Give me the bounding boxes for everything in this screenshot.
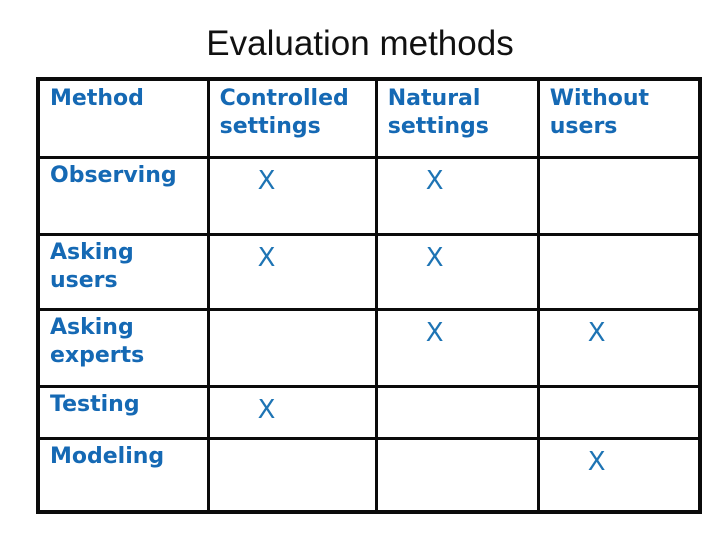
evaluation-methods-table: Method Controlled settings Natural setti… bbox=[36, 77, 703, 514]
row-label-testing: Testing bbox=[36, 384, 210, 440]
table-row-modeling: Modeling X bbox=[36, 436, 702, 514]
slide-title: Evaluation methods bbox=[206, 24, 514, 63]
mark-cell-testing-controlled: X bbox=[206, 384, 378, 440]
mark-cell-modeling-without-users: X bbox=[536, 436, 702, 514]
mark-cell-modeling-controlled bbox=[206, 436, 378, 514]
row-label-modeling: Modeling bbox=[36, 436, 210, 514]
table-row-testing: Testing X bbox=[36, 384, 702, 440]
table-header-row: Method Controlled settings Natural setti… bbox=[36, 77, 702, 159]
mark-cell-asking-experts-controlled bbox=[206, 307, 378, 388]
mark-cell-observing-natural: X bbox=[374, 155, 540, 236]
table-row-asking-experts: Asking experts X X bbox=[36, 307, 702, 388]
mark-cell-testing-without-users bbox=[536, 384, 702, 440]
column-header-natural-settings: Natural settings bbox=[374, 77, 540, 159]
column-header-method: Method bbox=[36, 77, 210, 159]
mark-cell-testing-natural bbox=[374, 384, 540, 440]
column-header-without-users: Without users bbox=[536, 77, 702, 159]
mark-cell-observing-without-users bbox=[536, 155, 702, 236]
row-label-asking-users: Asking users bbox=[36, 232, 210, 311]
mark-cell-asking-users-controlled: X bbox=[206, 232, 378, 311]
table-row-observing: Observing X X bbox=[36, 155, 702, 236]
mark-cell-asking-users-natural: X bbox=[374, 232, 540, 311]
mark-cell-asking-users-without-users bbox=[536, 232, 702, 311]
mark-cell-asking-experts-natural: X bbox=[374, 307, 540, 388]
row-label-observing: Observing bbox=[36, 155, 210, 236]
mark-cell-observing-controlled: X bbox=[206, 155, 378, 236]
table-row-asking-users: Asking users X X bbox=[36, 232, 702, 311]
column-header-controlled-settings: Controlled settings bbox=[206, 77, 378, 159]
mark-cell-modeling-natural bbox=[374, 436, 540, 514]
row-label-asking-experts: Asking experts bbox=[36, 307, 210, 388]
mark-cell-asking-experts-without-users: X bbox=[536, 307, 702, 388]
